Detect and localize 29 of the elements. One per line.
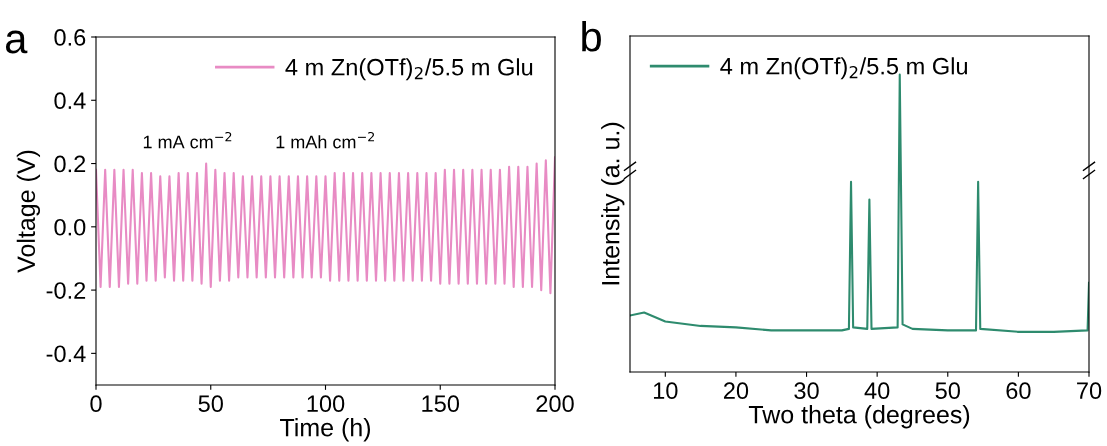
legend-label: 4 m Zn(OTf)$_{2}$/5.5 m Glu: [285, 58, 533, 81]
x-tick-label: 70: [1077, 382, 1102, 400]
x-tick-label: 10: [653, 382, 678, 400]
y-tick-label: -0.4: [46, 345, 86, 363]
x-tick-label: 150: [422, 395, 460, 413]
x-tick-label: 50: [198, 395, 223, 413]
x-tick-label: 20: [723, 382, 749, 400]
y-tick-label: 0.0: [54, 218, 86, 236]
x-tick-label: 100: [307, 395, 345, 413]
annotation: 1 mAh cm$^{−2}$: [276, 131, 375, 149]
legend-label: 4 m Zn(OTf)$_{2}$/5.5 m Glu: [720, 57, 967, 80]
annotation: 1 mA cm$^{−2}$: [143, 131, 232, 149]
y-tick-label: 0.6: [54, 29, 86, 46]
chart-title: a: [5, 30, 28, 54]
y-tick-label: 0.2: [54, 155, 86, 173]
x-tick-label: 200: [536, 395, 574, 413]
x-tick-label: 40: [864, 382, 890, 400]
x-tick-label: 30: [794, 382, 819, 400]
x-tick-label: 50: [935, 382, 960, 400]
line-series: [96, 156, 555, 295]
x-axis-title: Two theta (degrees): [748, 405, 970, 429]
y-axis-title: Voltage (V): [16, 150, 41, 273]
x-tick-label: 0: [90, 395, 102, 413]
chart-title: b: [582, 20, 601, 52]
y-tick-label: 0.4: [54, 92, 86, 110]
x-tick-label: 60: [1006, 382, 1031, 400]
y-tick-label: -0.2: [46, 282, 86, 299]
y-axis-title: Intensity (a. u.): [601, 122, 625, 285]
x-axis-title: Time (h): [280, 418, 371, 442]
